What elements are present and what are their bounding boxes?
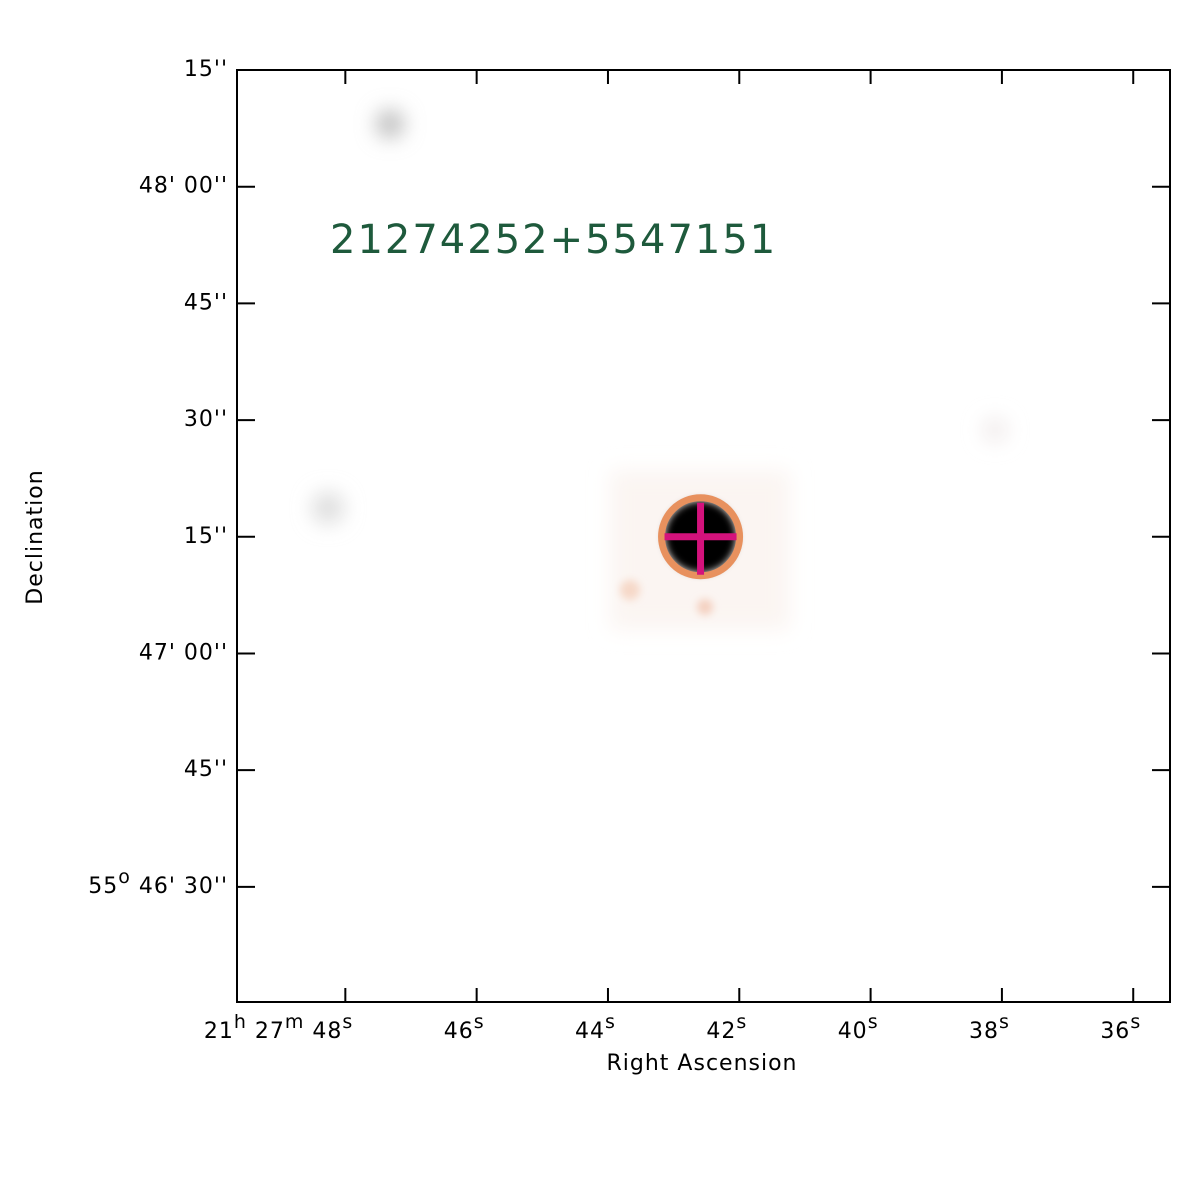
y-tick-label: 48' 00'' (139, 174, 228, 199)
x-tick-label: 38s (969, 1011, 1010, 1045)
x-tick-label: 44s (575, 1011, 616, 1045)
y-tick-label: 15'' (184, 524, 228, 549)
x-tick-label: 36s (1100, 1011, 1141, 1045)
y-axis-label: Declination (23, 469, 48, 604)
y-tick-label: 30'' (184, 407, 228, 432)
x-tick-label: 42s (706, 1011, 747, 1045)
y-tick-label: 45'' (184, 290, 228, 315)
source-ring (658, 494, 744, 580)
y-tick-label: 45'' (184, 757, 228, 782)
x-axis-label: Right Ascension (607, 1051, 798, 1076)
y-tick-label: 15'' (184, 57, 228, 82)
y-tick-label: 47' 00'' (139, 640, 228, 665)
x-tick-label: 21h 27m 48s (204, 1011, 353, 1045)
chart-title: 21274252+5547151 (330, 217, 777, 263)
x-tick-label: 40s (838, 1011, 879, 1045)
y-tick-label: 55o 46' 30'' (88, 865, 228, 899)
x-tick-label: 46s (444, 1011, 485, 1045)
background-sources (312, 110, 1007, 630)
